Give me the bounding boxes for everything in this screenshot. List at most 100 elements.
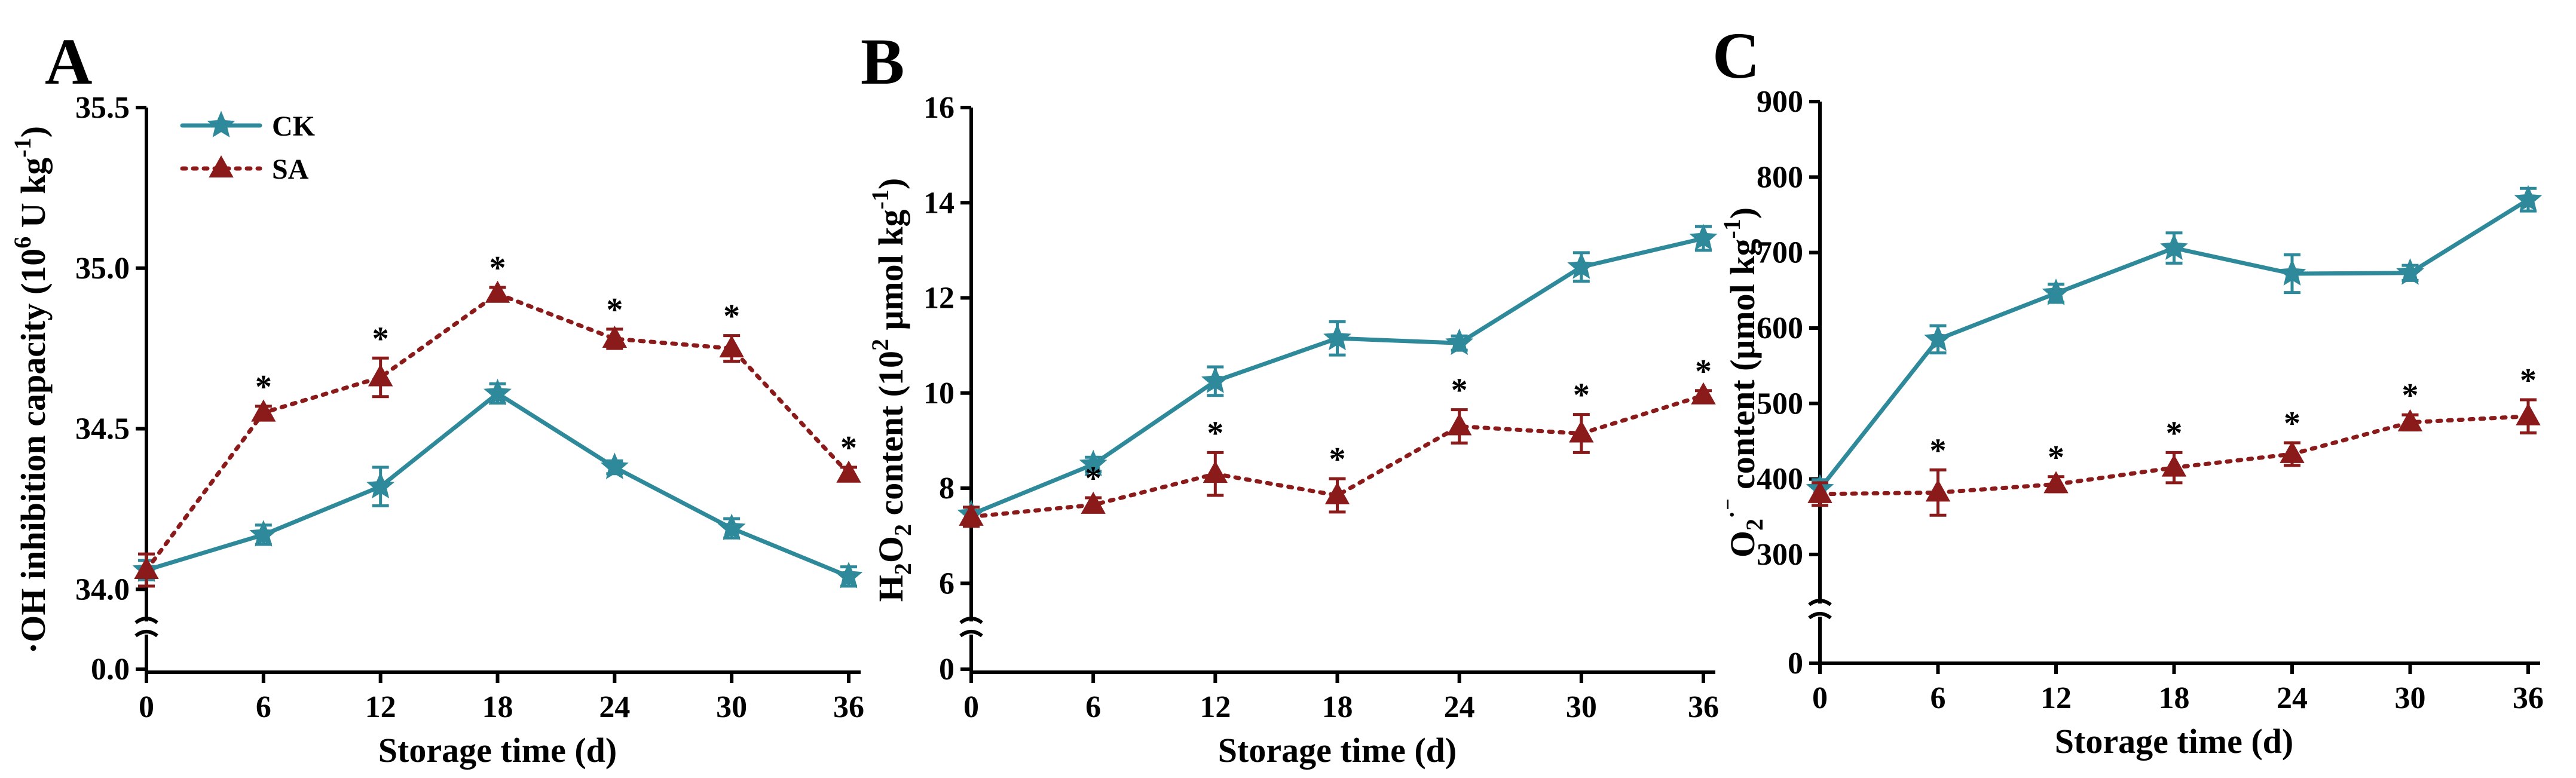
y-axis-title-part: -1 — [867, 189, 894, 209]
data-point-SA — [485, 280, 510, 303]
y-axis-title-part: ·OH inhibition capacity (10 — [14, 249, 53, 654]
significance-mark: * — [1085, 460, 1102, 497]
data-point-SA — [1691, 382, 1716, 405]
y-axis-title-part: content (μmol kg — [1723, 239, 1762, 498]
data-point-CK — [1201, 366, 1229, 393]
significance-mark: * — [2520, 362, 2537, 399]
y-tick-label: 34.0 — [75, 572, 130, 607]
data-point-CK — [2042, 278, 2070, 305]
data-point-CK — [2160, 233, 2188, 261]
significance-mark: * — [606, 292, 623, 329]
x-tick-label: 18 — [482, 690, 513, 724]
data-point-SA — [2516, 403, 2541, 425]
y-tick-label: 12 — [923, 281, 954, 316]
data-point-CK — [834, 562, 863, 589]
y-axis-title-part: ) — [871, 178, 910, 189]
legend-label: SA — [272, 154, 309, 185]
y-tick-label: 35.5 — [75, 91, 130, 125]
y-tick-label: 14 — [923, 186, 954, 220]
y-tick-label: 34.5 — [75, 412, 130, 446]
y-axis-title-part: μmol kg — [871, 209, 910, 339]
data-point-SA — [134, 556, 159, 579]
axis-break-mark — [134, 630, 158, 638]
y-tick-label: 16 — [923, 91, 954, 125]
data-point-CK — [1689, 223, 1718, 250]
x-tick-label: 24 — [599, 690, 630, 724]
data-point-CK — [717, 513, 746, 541]
data-point-SA — [1203, 461, 1228, 483]
x-axis-title: Storage time (d) — [378, 731, 617, 770]
significance-mark: * — [723, 298, 740, 335]
data-point-CK — [2396, 258, 2424, 285]
chart-panel-C: C 300 400 500 600 700 800 900 00 6 12 18 24 30 36 Stora… — [1712, 19, 2544, 761]
y-tick-label: 10 — [923, 376, 954, 411]
series-line-SA — [144, 291, 851, 572]
x-tick-label: 30 — [716, 690, 747, 724]
axis-break-mark — [1808, 599, 1832, 607]
panel-label: C — [1712, 19, 1760, 92]
y-axis-title: O2​·⁻​ content (μmol kg-1​) — [1718, 207, 1768, 558]
significance-mark: * — [489, 250, 506, 287]
chart-panel-A: A 34.0 34.5 35.0 35.5 0.0 0 6 12 18 24 30 36 Storage … — [9, 25, 864, 770]
data-point-CK — [600, 452, 629, 479]
x-tick-label: 0 — [139, 690, 154, 724]
significance-mark: * — [2402, 377, 2419, 414]
legend-label: CK — [272, 111, 315, 142]
x-tick-label: 30 — [1566, 690, 1597, 724]
x-tick-label: 36 — [1688, 690, 1719, 724]
y-tick-label: 8 — [939, 471, 954, 506]
significance-mark: * — [1695, 353, 1712, 390]
axis-break-mark — [134, 617, 158, 624]
y-axis-title-part: content (10 — [871, 351, 910, 524]
data-point-SA — [368, 364, 393, 387]
data-point-CK — [1445, 328, 1474, 356]
y-tick-label: 300 — [1757, 538, 1803, 572]
data-point-SA — [1081, 491, 1106, 514]
y-axis-title-part: ·⁻ — [1718, 498, 1745, 519]
x-tick-label: 24 — [1444, 690, 1475, 724]
y-axis-title-part: U kg — [14, 158, 53, 237]
data-point-SA — [836, 460, 861, 483]
y-tick-label: 0 — [939, 653, 954, 687]
data-point-SA — [2280, 440, 2305, 463]
panel-label: B — [861, 25, 904, 98]
data-point-SA — [251, 399, 276, 422]
y-tick-label: 35.0 — [75, 252, 130, 286]
x-tick-label: 12 — [2040, 681, 2072, 715]
data-point-CK — [366, 471, 395, 499]
y-axis-title-part: ) — [14, 126, 53, 137]
significance-mark: * — [1329, 441, 1346, 478]
significance-mark: * — [1207, 415, 1223, 452]
y-axis-title: H2​O2​ content (102​ μmol kg-1​) — [867, 178, 916, 602]
legend-marker-SA — [209, 155, 234, 177]
y-tick-label: 600 — [1757, 311, 1803, 345]
data-point-SA — [602, 325, 628, 348]
significance-mark: * — [1451, 372, 1468, 409]
y-tick-label: 500 — [1757, 387, 1803, 421]
y-axis-title-part: 2 — [1741, 519, 1768, 531]
data-point-SA — [2161, 454, 2187, 477]
data-point-SA — [959, 503, 984, 526]
significance-mark: * — [2166, 415, 2183, 452]
x-axis-title: Storage time (d) — [2055, 722, 2293, 761]
x-tick-label: 0 — [963, 690, 979, 724]
data-point-SA — [719, 335, 744, 358]
data-point-CK — [2514, 185, 2543, 212]
x-axis-title: Storage time (d) — [1218, 731, 1457, 770]
data-point-CK — [1323, 323, 1351, 351]
data-point-CK — [484, 378, 512, 406]
y-axis-title-part: -1 — [9, 137, 36, 157]
y-axis-title-part: H — [871, 575, 910, 602]
axis-break-mark — [959, 617, 983, 624]
panel-label: A — [45, 25, 92, 98]
chart-panel-B: B 6 8 10 12 14 16 00 6 12 18 24 30 36 Storage time (d)… — [861, 25, 1719, 770]
data-point-SA — [2043, 471, 2069, 494]
y-tick-label: 900 — [1757, 85, 1803, 119]
y-tick-label: 700 — [1757, 236, 1803, 270]
y-tick-label: 800 — [1757, 160, 1803, 194]
legend-marker-CK — [207, 111, 235, 137]
y-axis-title-part: 2 — [867, 339, 894, 351]
data-point-CK — [1924, 324, 1952, 351]
x-tick-label: 36 — [833, 690, 864, 724]
